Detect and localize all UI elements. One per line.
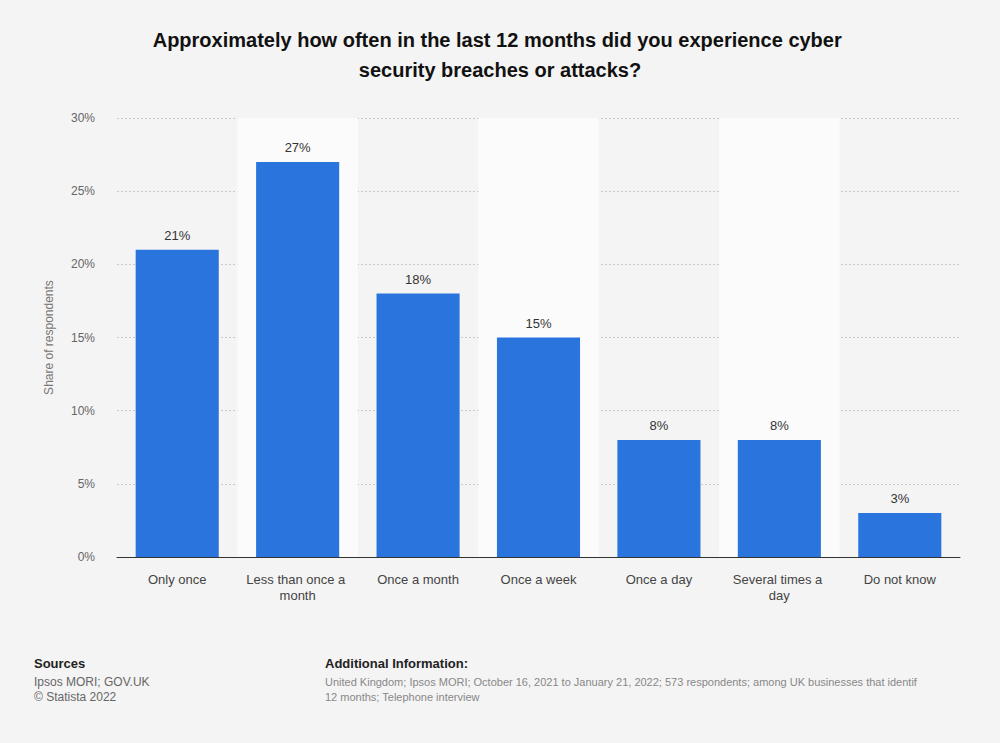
- svg-text:Once a month: Once a month: [377, 572, 459, 587]
- svg-text:8%: 8%: [650, 418, 669, 433]
- svg-text:Only once: Only once: [148, 572, 207, 587]
- svg-text:United Kingdom; Ipsos MORI; Oc: United Kingdom; Ipsos MORI; October 16, …: [325, 676, 918, 688]
- svg-text:Do not know: Do not know: [864, 572, 937, 587]
- svg-text:© Statista 2022: © Statista 2022: [34, 690, 117, 704]
- svg-text:5%: 5%: [78, 477, 96, 491]
- svg-text:Share of respondents: Share of respondents: [42, 280, 56, 395]
- svg-text:15%: 15%: [525, 316, 551, 331]
- svg-text:3%: 3%: [890, 491, 909, 506]
- svg-text:30%: 30%: [71, 111, 95, 125]
- svg-text:month: month: [280, 588, 316, 603]
- svg-text:0%: 0%: [78, 550, 96, 564]
- svg-text:Additional Information:: Additional Information:: [325, 656, 468, 671]
- svg-text:27%: 27%: [285, 140, 311, 155]
- svg-text:8%: 8%: [770, 418, 789, 433]
- svg-text:Ipsos MORI; GOV.UK: Ipsos MORI; GOV.UK: [34, 675, 150, 689]
- svg-text:Several times a: Several times a: [733, 572, 826, 587]
- svg-text:20%: 20%: [71, 257, 95, 271]
- svg-text:Once a day: Once a day: [626, 572, 693, 587]
- svg-text:security breaches or attacks?: security breaches or attacks?: [359, 59, 641, 81]
- svg-text:Less than once a: Less than once a: [246, 572, 349, 587]
- svg-text:Approximately how often in the: Approximately how often in the last 12 m…: [153, 29, 848, 51]
- svg-text:day: day: [769, 588, 790, 603]
- svg-text:12 months; Telephone interview: 12 months; Telephone interview: [325, 691, 480, 703]
- svg-text:15%: 15%: [71, 331, 95, 345]
- svg-text:21%: 21%: [164, 228, 190, 243]
- svg-text:10%: 10%: [71, 404, 95, 418]
- svg-text:Sources: Sources: [34, 656, 85, 671]
- svg-text:25%: 25%: [71, 184, 95, 198]
- svg-text:Once a week: Once a week: [501, 572, 577, 587]
- svg-text:18%: 18%: [405, 272, 431, 287]
